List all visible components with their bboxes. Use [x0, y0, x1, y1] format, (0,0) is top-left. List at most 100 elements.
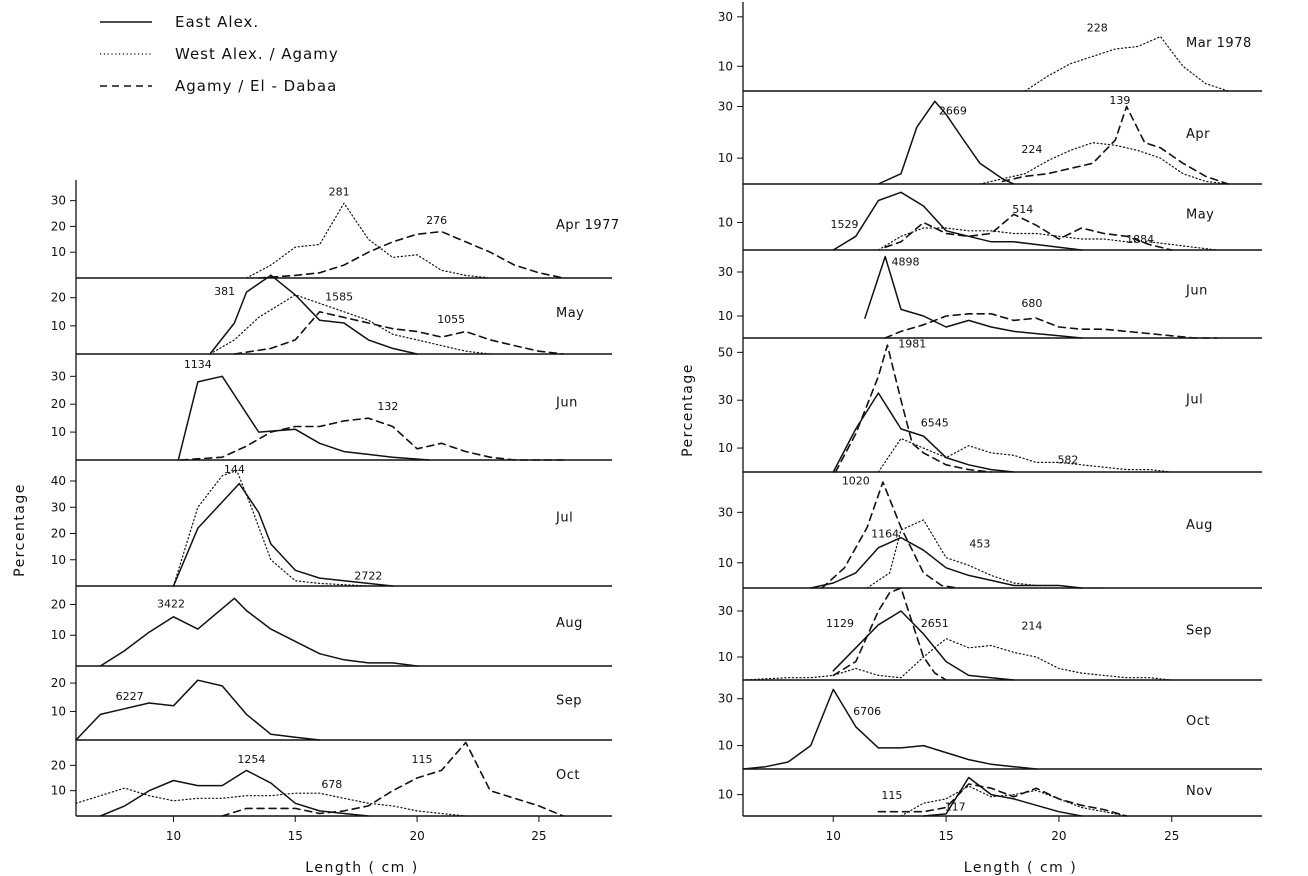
y-tick-label: 20 — [51, 219, 66, 233]
series-line-solid — [809, 536, 1083, 589]
sample-size-label: 224 — [1021, 143, 1042, 156]
y-tick-label: 30 — [51, 369, 66, 383]
sample-size-label: 2722 — [354, 569, 382, 582]
series-line-dotted — [1024, 36, 1229, 92]
series-line-dashed — [832, 587, 947, 681]
month-label: Jun — [555, 396, 578, 411]
panel-0: 10 30 Mar 1978 228 — [718, 10, 1262, 92]
series-line-dashed — [180, 417, 565, 461]
panel-4: 10 30 50 Jul 1981 6545 582 — [718, 338, 1262, 473]
series-line-dashed — [1001, 105, 1229, 185]
sample-size-label: 2651 — [921, 617, 949, 630]
series-line-dotted — [172, 469, 369, 587]
y-tick-label: 10 — [718, 556, 733, 570]
sample-size-label: 1254 — [237, 753, 265, 766]
panel-4: 10 20 Aug 3422 — [51, 597, 612, 667]
sample-size-label: 1134 — [184, 358, 212, 371]
sample-size-label: 381 — [214, 285, 235, 298]
series-line-solid — [177, 375, 431, 461]
sample-size-label: 117 — [945, 801, 966, 814]
y-axis-title: Percentage — [680, 363, 696, 457]
legend: East Alex. West Alex. / Agamy Agamy / El -… — [100, 13, 339, 95]
y-tick-label: 10 — [718, 788, 733, 802]
x-tick-label: 10 — [166, 829, 181, 843]
y-tick-label: 10 — [718, 216, 733, 230]
sample-size-label: 3422 — [157, 598, 185, 611]
panel-8: 10 Nov 115 117 — [718, 776, 1262, 817]
month-label: Apr 1977 — [556, 218, 620, 233]
series-line-solid — [209, 274, 418, 355]
series-line-dashed — [877, 783, 1128, 817]
sample-size-label: 453 — [969, 538, 990, 551]
panel-6: 10 20 Oct 1254 678 115 — [51, 741, 612, 817]
legend-label-solid: East Alex. — [175, 13, 259, 31]
panel-2: 10 May 1529 514 1884 — [718, 191, 1262, 251]
series-line-solid — [742, 688, 1038, 770]
sample-size-label: 139 — [1109, 94, 1130, 107]
series-line-solid — [832, 392, 1015, 473]
panel-3: 10 20 30 40 Jul 144 2722 — [51, 463, 612, 587]
sample-size-label: 1585 — [325, 291, 353, 304]
y-tick-label: 10 — [51, 628, 66, 642]
panel-1: 10 20 May 381 1585 1055 — [51, 274, 612, 355]
y-tick-label: 30 — [718, 393, 733, 407]
sample-size-label: 144 — [224, 463, 245, 476]
sample-size-label: 115 — [881, 789, 902, 802]
series-line-solid — [922, 776, 1083, 817]
series-line-solid — [99, 597, 418, 667]
y-tick-label: 20 — [51, 676, 66, 690]
sample-size-label: 1129 — [826, 617, 854, 630]
y-tick-label: 30 — [718, 505, 733, 519]
y-tick-label: 30 — [51, 500, 66, 514]
series-line-solid — [75, 679, 321, 741]
y-tick-label: 30 — [718, 100, 733, 114]
sample-size-label: 1981 — [898, 338, 926, 351]
x-tick-label: 15 — [938, 829, 953, 843]
legend-label-dotted: West Alex. / Agamy — [175, 45, 339, 63]
month-label: Aug — [1186, 518, 1213, 533]
y-tick-label: 10 — [51, 245, 66, 259]
panel-5: 10 20 Sep 6227 — [51, 676, 612, 741]
month-label: Nov — [1186, 784, 1213, 799]
series-line-dotted — [866, 519, 1105, 589]
x-tick-label: 20 — [1051, 829, 1066, 843]
sample-size-label: 115 — [411, 753, 432, 766]
sample-size-label: 276 — [426, 214, 447, 227]
y-tick-label: 30 — [51, 194, 66, 208]
month-label: Mar 1978 — [1186, 36, 1252, 51]
series-line-dotted — [877, 227, 1218, 251]
x-tick-label: 20 — [409, 829, 424, 843]
sample-size-label: 582 — [1057, 454, 1078, 467]
sample-size-label: 214 — [1021, 619, 1042, 632]
month-label: Aug — [556, 616, 583, 631]
y-tick-label: 50 — [718, 345, 733, 359]
series-line-solid — [832, 191, 1083, 251]
sample-size-label: 4898 — [891, 255, 919, 268]
series-line-dashed — [221, 741, 565, 817]
sample-size-label: 281 — [329, 185, 350, 198]
sample-size-label: 678 — [321, 778, 342, 791]
series-line-dotted — [900, 785, 1128, 817]
y-tick-label: 30 — [718, 692, 733, 706]
series-line-dotted — [209, 294, 491, 355]
sample-size-label: 1020 — [842, 475, 870, 488]
month-label: Jul — [555, 511, 573, 526]
x-axis-title: Length ( cm ) — [305, 860, 418, 876]
y-tick-label: 40 — [51, 474, 66, 488]
y-tick-label: 10 — [51, 425, 66, 439]
month-label: May — [556, 306, 584, 321]
panel-0: 10 20 30 Apr 1977 281 276 — [51, 185, 620, 279]
series-line-dotted — [877, 437, 1173, 473]
y-tick-label: 10 — [718, 59, 733, 73]
x-tick-label: 15 — [288, 829, 303, 843]
series-line-dotted — [75, 787, 467, 817]
x-tick-label: 25 — [531, 829, 546, 843]
y-tick-label: 10 — [51, 705, 66, 719]
panel-7: 10 30 Oct 6706 — [718, 688, 1262, 770]
y-tick-label: 20 — [51, 291, 66, 305]
sample-size-label: 6545 — [921, 417, 949, 430]
sample-size-label: 6227 — [116, 690, 144, 703]
month-label: Jul — [1185, 392, 1203, 407]
series-line-dotted — [979, 142, 1229, 185]
